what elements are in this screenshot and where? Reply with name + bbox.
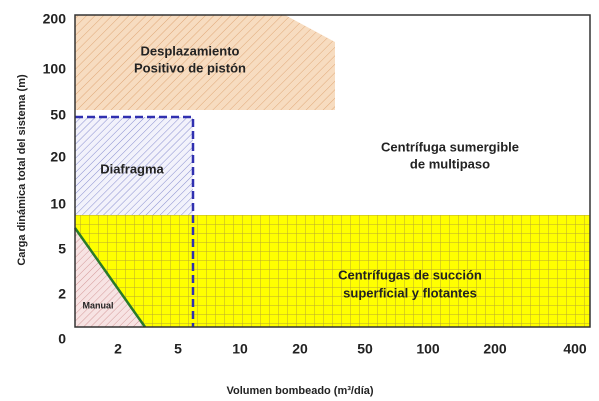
y-tick-label: 5 — [58, 241, 66, 257]
y-axis-label: Carga dinámica total del sistema (m) — [16, 74, 28, 266]
y-tick-label: 2 — [58, 286, 66, 302]
region-label: Centrífugas de succión — [338, 267, 482, 282]
x-tick-label: 400 — [563, 341, 587, 357]
y-tick-label: 0 — [58, 331, 66, 347]
region-label: Centrífuga sumergible — [381, 139, 519, 154]
regions — [73, 14, 591, 328]
region-label: Positivo de pistón — [134, 60, 246, 75]
x-tick-label: 200 — [483, 341, 507, 357]
region-label: superficial y flotantes — [343, 285, 477, 300]
y-tick-label: 20 — [50, 149, 66, 165]
x-tick-label: 10 — [232, 341, 248, 357]
region-label: Desplazamiento — [141, 43, 240, 58]
piston-region — [75, 15, 335, 110]
x-tick-label: 100 — [416, 341, 440, 357]
x-tick-label: 2 — [114, 341, 122, 357]
diaphragm-region — [75, 117, 193, 215]
centrifugal-region — [75, 215, 590, 327]
x-tick-label: 50 — [357, 341, 373, 357]
diaphragm-boundary — [75, 115, 195, 327]
x-axis-label: Volumen bombeado (m³/día) — [226, 385, 373, 397]
manual-boundary — [73, 227, 147, 328]
region-label: Diafragma — [100, 161, 164, 176]
plot-frame — [74, 14, 591, 328]
y-tick-label: 100 — [43, 61, 67, 77]
region-label: Manual — [82, 300, 113, 310]
x-tick-label: 5 — [174, 341, 182, 357]
region-label: de multipaso — [410, 156, 490, 171]
y-tick-label: 200 — [43, 11, 67, 27]
y-tick-label: 10 — [50, 196, 66, 212]
y-tick-label: 50 — [50, 107, 66, 123]
x-tick-label: 20 — [292, 341, 308, 357]
